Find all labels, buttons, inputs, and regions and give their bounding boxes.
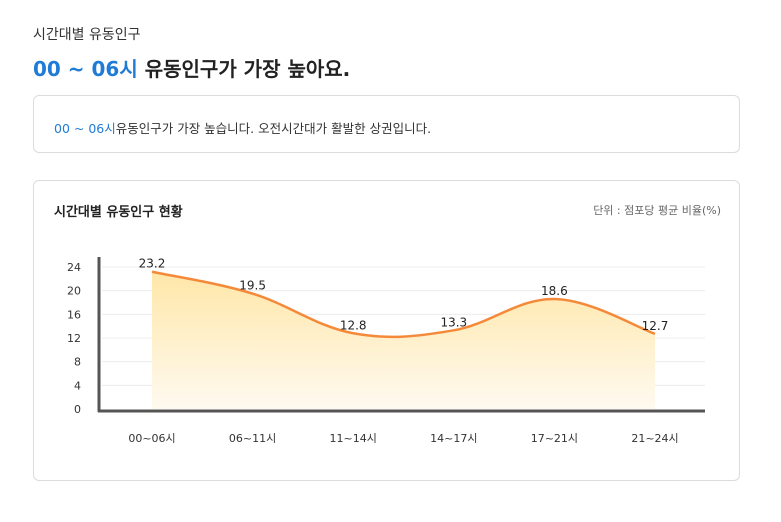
y-tick-label: 16	[67, 308, 81, 321]
data-label: 12.7	[642, 319, 669, 333]
series-line	[151, 270, 656, 339]
area-fill	[152, 271, 655, 409]
data-label: 13.3	[440, 315, 467, 329]
y-tick-label: 0	[74, 403, 81, 416]
y-tick-label: 24	[67, 261, 81, 274]
summary-text: 00 ~ 06시유동인구가 가장 높습니다. 오전시간대가 활발한 상권입니다.	[54, 118, 431, 137]
chart-unit-label: 단위 : 점포당 평균 비율(%)	[593, 204, 721, 217]
x-tick-label: 21~24시	[631, 432, 678, 445]
x-tick-label: 00~06시	[128, 432, 175, 445]
x-tick-label: 17~21시	[531, 432, 578, 445]
summary-highlight: 00 ~ 06시	[54, 121, 116, 136]
y-tick-label: 20	[67, 285, 81, 298]
x-tick-label: 06~11시	[229, 432, 276, 445]
headline-text: 유동인구가 가장 높아요.	[137, 57, 351, 81]
data-label: 23.2	[139, 257, 166, 271]
page-headline: 00 ~ 06시 유동인구가 가장 높아요.	[33, 53, 350, 82]
x-tick-label: 11~14시	[330, 432, 377, 445]
chart-title: 시간대별 유동인구 현황	[54, 205, 183, 220]
population-area-chart: 0 4 8 12 16 20 24 23.2 19.5 12.8 13.3 18.6 12.7 00~06…	[67, 257, 705, 445]
data-label: 18.6	[541, 284, 568, 298]
y-tick-label: 8	[74, 356, 81, 369]
x-tick-label: 14~17시	[430, 432, 477, 445]
y-tick-label: 4	[74, 379, 81, 392]
data-label: 19.5	[239, 279, 266, 293]
chart-card: 0 4 8 12 16 20 24 23.2 19.5 12.8 13.3 18.6 12.7 00~06…	[33, 180, 740, 481]
data-label: 12.8	[340, 318, 367, 332]
y-tick-label: 12	[67, 332, 81, 345]
summary-body: 유동인구가 가장 높습니다. 오전시간대가 활발한 상권입니다.	[115, 121, 432, 136]
headline-highlight: 00 ~ 06시	[33, 57, 138, 81]
summary-card: 00 ~ 06시유동인구가 가장 높습니다. 오전시간대가 활발한 상권입니다.	[33, 95, 740, 153]
section-label: 시간대별 유동인구	[33, 27, 141, 43]
